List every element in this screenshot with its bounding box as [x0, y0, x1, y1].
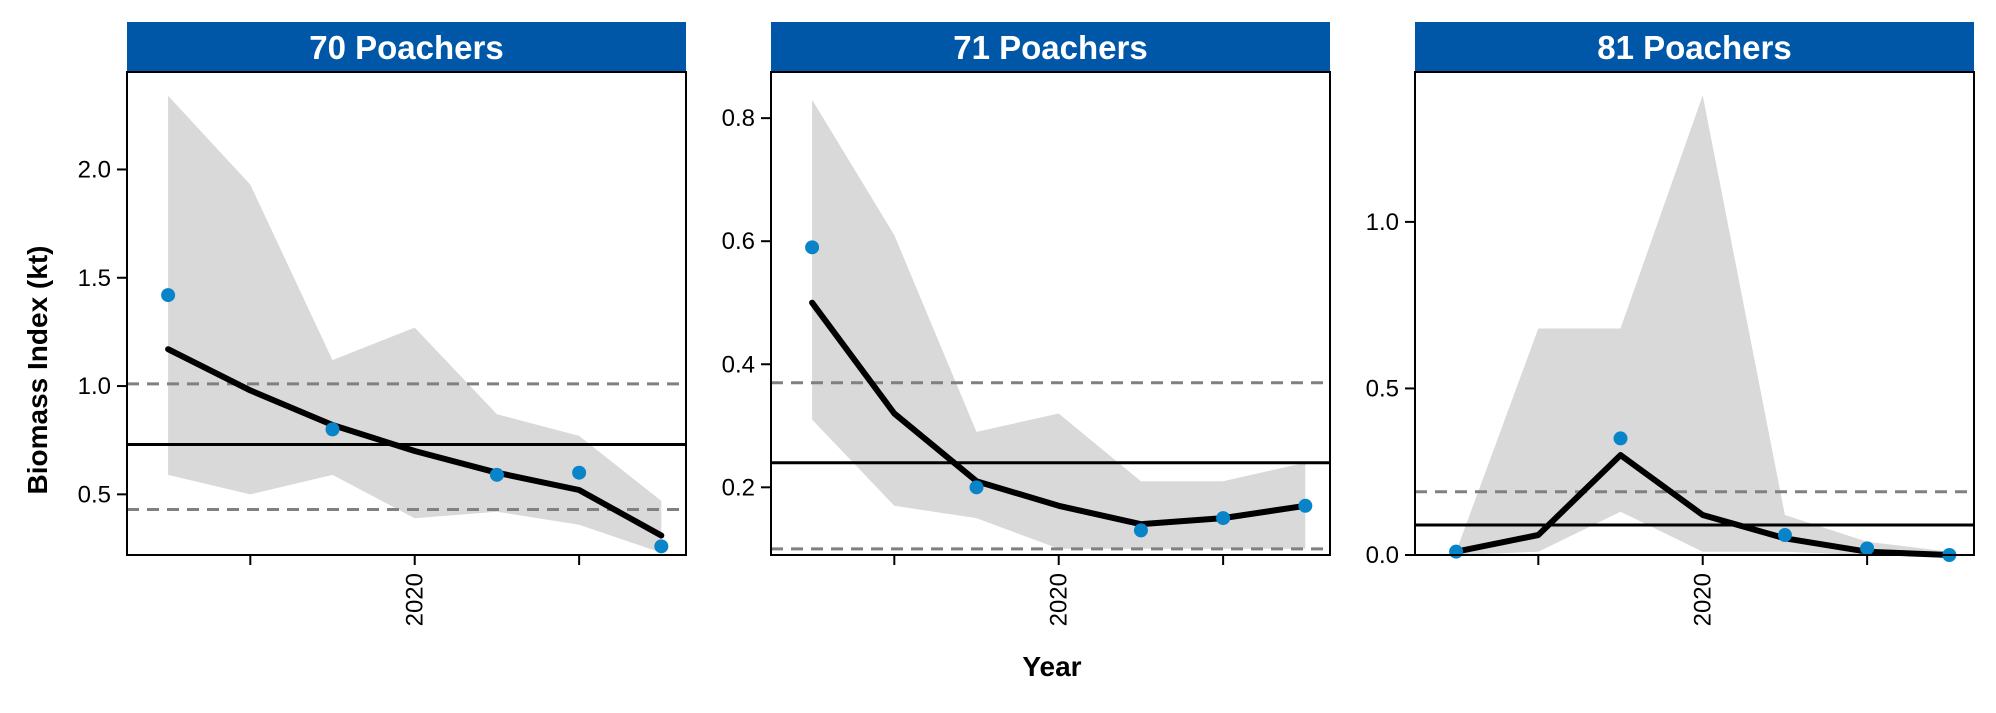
confidence-band — [168, 95, 662, 553]
observed-point-1 — [1613, 431, 1628, 446]
y-tick-label: 0.0 — [1366, 542, 1399, 569]
x-tick-label: 2020 — [402, 573, 429, 626]
y-tick-label: 1.5 — [78, 265, 111, 292]
confidence-band — [812, 99, 1306, 549]
observed-point-0 — [161, 288, 176, 303]
fitted-line — [165, 346, 665, 539]
observed-point-2 — [1133, 523, 1148, 538]
y-tick-label: 0.5 — [1366, 375, 1399, 402]
y-tick-label: 0.2 — [722, 474, 755, 501]
panel-title: 71 Poachers — [953, 29, 1147, 66]
panel-1: 71 Poachers 0.2 0.4 0.6 0.8 2020 — [722, 22, 1331, 626]
x-axis-title: Year — [1022, 651, 1081, 682]
y-tick-label: 1.0 — [1366, 209, 1399, 236]
y-axis-title: Biomass Index (kt) — [22, 246, 53, 495]
panel-2: 81 Poachers 0.0 0.5 1.0 2020 — [1366, 22, 1975, 626]
observed-point-2 — [1777, 528, 1792, 543]
y-tick-label: 0.5 — [78, 481, 111, 508]
panel-strip — [771, 22, 1330, 72]
y-tick-label: 2.0 — [78, 156, 111, 183]
observed-point-0 — [805, 240, 820, 255]
observed-point-3 — [572, 465, 587, 480]
panel-title: 70 Poachers — [309, 29, 503, 66]
y-tick-label: 0.8 — [722, 105, 755, 132]
observed-point-4 — [1298, 498, 1313, 513]
x-tick-label: 2020 — [1046, 573, 1073, 626]
panel-title: 81 Poachers — [1597, 29, 1791, 66]
y-tick-label: 1.0 — [78, 373, 111, 400]
panel-border — [770, 71, 1331, 556]
confidence-band — [1456, 95, 1950, 556]
observed-point-2 — [489, 467, 504, 482]
panel-0: 70 Poachers 0.5 1.0 1.5 2.0 2020 — [78, 22, 687, 626]
observed-point-3 — [1216, 511, 1231, 526]
observed-point-1 — [969, 480, 984, 495]
observed-point-1 — [325, 422, 340, 437]
panel-border — [126, 71, 687, 556]
y-tick-label: 0.6 — [722, 228, 755, 255]
panel-border — [1414, 71, 1975, 556]
observed-point-4 — [654, 539, 669, 554]
y-tick-label: 0.4 — [722, 351, 755, 378]
observed-point-0 — [1449, 544, 1464, 559]
observed-point-3 — [1860, 541, 1875, 556]
x-tick-label: 2020 — [1690, 573, 1717, 626]
panel-strip — [1415, 22, 1974, 72]
panel-strip — [127, 22, 686, 72]
